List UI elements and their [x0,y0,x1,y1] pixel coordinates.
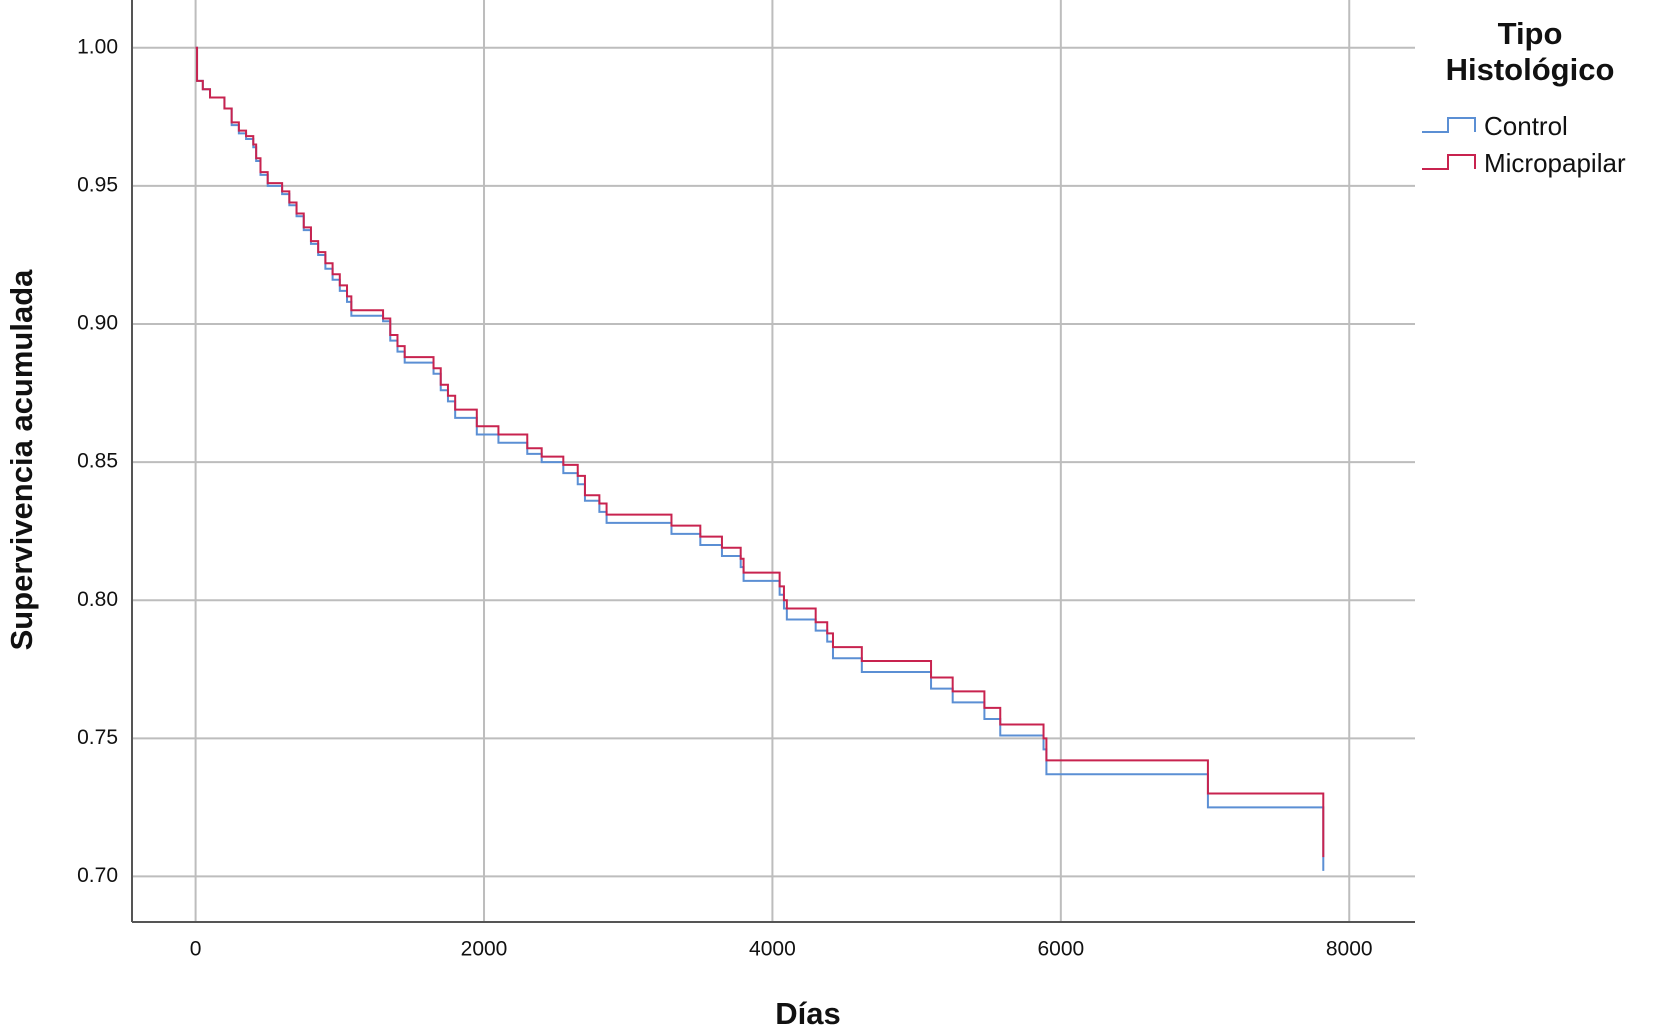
x-tick-label: 0 [190,938,202,961]
x-tick-label: 4000 [749,938,796,961]
y-tick-label: 0.70 [77,864,118,887]
y-tick-label: 0.95 [77,173,118,196]
y-tick-label: 0.75 [77,726,118,749]
survival-line [195,46,1325,858]
legend-title: Tipo Histológico [1445,16,1615,87]
y-tick-label: 0.85 [77,450,118,473]
y-axis-title: Supervivencia acumulada [4,269,39,651]
x-tick-label: 2000 [461,938,508,961]
legend-label: Micropapilar [1484,148,1626,178]
y-tick-label: 0.80 [77,588,118,611]
survival-line [195,46,1325,871]
legend-swatch [1422,154,1476,170]
y-tick-label: 0.90 [77,312,118,335]
x-axis-title: Días [775,996,840,1031]
legend-swatch [1422,117,1476,133]
x-tick-label: 8000 [1326,938,1373,961]
legend-label: Control [1484,111,1568,141]
y-tick-label: 1.00 [77,35,118,58]
x-tick-label: 6000 [1037,938,1084,961]
